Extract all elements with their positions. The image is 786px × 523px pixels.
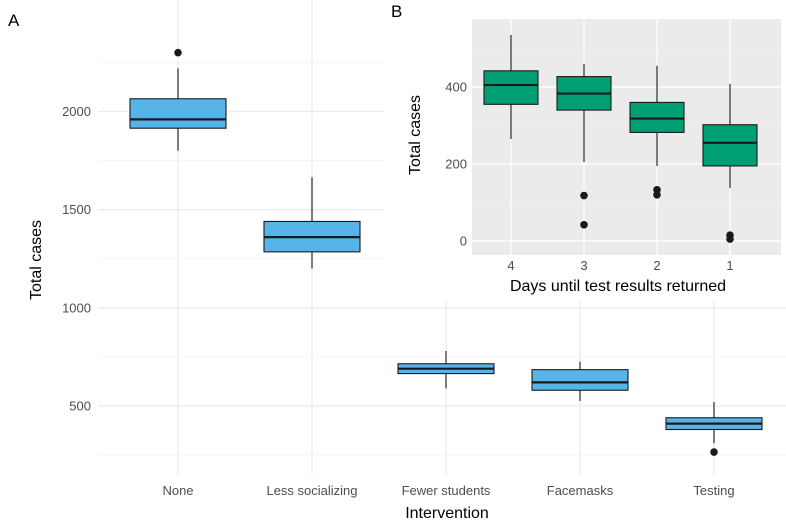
panel-a-box-facemasks xyxy=(531,361,629,402)
panel-b-box-4 xyxy=(483,35,539,139)
panel-b: 0 200 400 4 3 2 1 xyxy=(383,0,786,302)
outlier-point xyxy=(653,191,661,199)
panel-b-y-tick-label: 0 xyxy=(460,234,467,249)
panel-b-x-tick-label: 2 xyxy=(653,258,660,273)
box-body xyxy=(531,369,629,391)
panel-b-box-3 xyxy=(556,63,612,229)
outlier-point xyxy=(726,235,734,243)
panel-a-y-tick-label: 1500 xyxy=(62,202,91,217)
panel-a-x-tick-label: None xyxy=(162,483,193,498)
panel-a-x-tick-label: Fewer students xyxy=(402,483,491,498)
panel-a-box-fewer-students xyxy=(397,351,495,389)
panel-b-box-1 xyxy=(702,83,758,243)
panel-b-x-axis-title: Days until test results returned xyxy=(510,278,726,295)
panel-a-box-less-socializing xyxy=(263,177,361,269)
panel-b-x-tick-label: 4 xyxy=(507,258,514,273)
panel-b-y-tick-label: 200 xyxy=(445,157,467,172)
panel-b-y-tick-label: 400 xyxy=(445,80,467,95)
panel-a-box-testing xyxy=(665,402,763,456)
outlier-point xyxy=(580,191,588,200)
outlier-point xyxy=(174,48,182,57)
panel-b-label: B xyxy=(391,2,402,21)
panel-b-x-tick-label: 3 xyxy=(580,258,587,273)
panel-a-x-tick-label: Testing xyxy=(693,483,734,498)
panel-a-y-tick-label: 1000 xyxy=(62,300,91,315)
outlier-point xyxy=(580,221,588,229)
box-body xyxy=(629,101,685,133)
panel-b-y-axis-title: Total cases xyxy=(407,95,424,175)
panel-a-box-none xyxy=(129,48,227,151)
panel-a-x-axis-title: Intervention xyxy=(405,505,489,522)
panel-a-y-axis-title: Total cases xyxy=(28,220,45,300)
panel-a-label: A xyxy=(8,11,20,30)
box-body xyxy=(129,98,227,129)
panel-a-x-tick-label: Facemasks xyxy=(547,483,614,498)
panel-b-box-2 xyxy=(629,65,685,199)
outlier-point xyxy=(710,448,718,456)
box-body xyxy=(483,70,539,105)
panel-a-y-tick-label: 500 xyxy=(69,398,91,413)
panel-b-x-tick-label: 1 xyxy=(726,258,733,273)
panel-a-y-tick-label: 2000 xyxy=(62,104,91,119)
panel-a-x-tick-label: Less socializing xyxy=(266,483,357,498)
box-body xyxy=(702,124,758,167)
